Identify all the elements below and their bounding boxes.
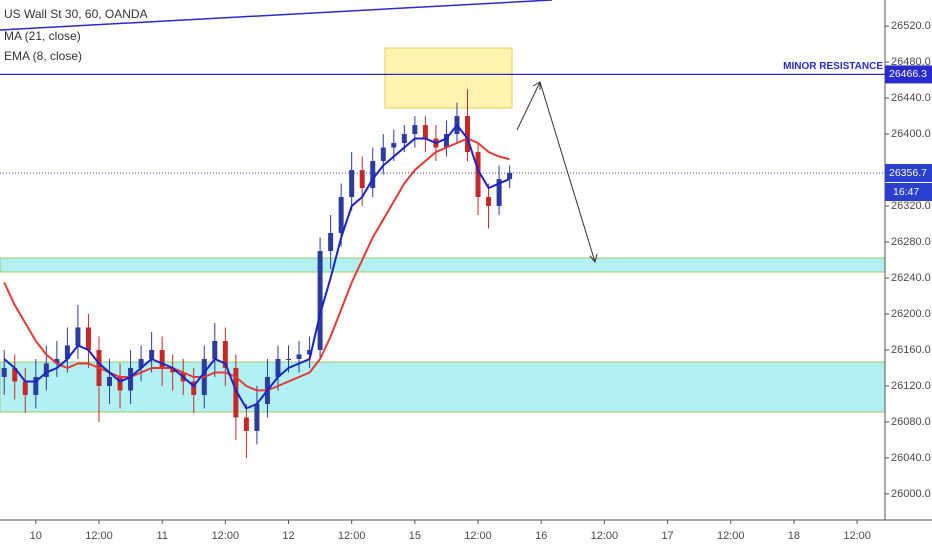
price-badge-label: 26466.3 [889,68,927,80]
candle-body [222,340,228,368]
y-tick-label: 26160.0 [891,344,931,356]
candle-body [191,381,197,395]
candle-body [12,367,18,382]
candle-body [338,197,344,234]
x-tick-label: 12:00 [717,530,745,542]
y-tick-label: 26440.0 [891,92,931,104]
candle-body [128,367,134,391]
x-tick-label: 12:00 [843,530,871,542]
candle-body [359,170,365,189]
x-tick-label: 12:00 [85,530,113,542]
candle-body [296,354,302,359]
indicator-line [3,137,510,392]
projection-arrow [516,81,541,131]
candle-body [412,125,418,135]
candle-body [401,134,407,144]
y-tick-label: 26000.0 [891,488,931,500]
candle-body [64,345,70,359]
candle-body [33,376,39,395]
candle-body [243,417,249,431]
y-tick-label: 26200.0 [891,308,931,320]
y-tick-label: 26040.0 [891,452,931,464]
y-tick-label: 26080.0 [891,416,931,428]
x-tick-label: 18 [788,530,800,542]
candle-body [380,147,386,162]
candle-body [85,327,91,350]
arrow-head [532,81,598,264]
legend-entry: MA (21, close) [4,29,81,43]
candle-body [107,376,113,386]
support-zone [0,257,886,273]
chart-title: US Wall St 30, 60, OANDA [4,7,148,21]
x-tick-label: 15 [409,530,421,542]
countdown-badge [885,183,932,202]
candle-body [328,233,334,252]
candle-body [138,358,144,368]
candle-body [1,367,7,377]
countdown-label: 16:47 [893,186,919,198]
legend-entry: EMA (8, close) [4,49,82,63]
candle-body [286,358,292,360]
price-badge [885,65,932,84]
candle-body [212,340,218,359]
price-badge [885,164,932,183]
candle-body [275,358,281,377]
y-tick-label: 26280.0 [891,236,931,248]
x-tick-label: 10 [30,530,42,542]
candle-body [54,358,60,364]
candle-body [159,349,165,368]
x-tick-label: 12:00 [464,530,492,542]
candle-body [233,367,239,418]
candle-body [307,349,313,355]
candle-body [117,376,123,391]
candle-body [475,152,481,198]
candle-body [254,403,260,431]
candle-body [486,197,492,207]
candle-body [465,116,471,153]
candle-body [349,170,355,198]
candle-body [75,327,81,346]
candle-body [443,134,449,148]
x-tick-label: 16 [535,530,547,542]
highlight-box [384,47,513,109]
trend-line [0,0,553,31]
y-tick-label: 26240.0 [891,272,931,284]
x-tick-label: 12 [282,530,294,542]
candle-body [496,179,502,207]
candle-body [317,251,323,350]
candle-body [422,125,428,139]
candle-body [43,363,49,377]
candle-body [507,173,513,180]
candle-body [391,143,397,148]
y-tick-label: 26520.0 [891,20,931,32]
candle-body [170,367,176,373]
x-tick-label: 12:00 [338,530,366,542]
y-tick-label: 26320.0 [891,200,931,212]
y-tick-label: 26480.0 [891,56,931,68]
candle-body [149,349,155,359]
resistance-label: MINOR RESISTANCE [783,61,883,72]
projection-arrow [539,81,596,263]
candle-body [22,381,28,395]
y-tick-label: 26120.0 [891,380,931,392]
plot-area [1,89,513,458]
x-tick-label: 11 [156,530,167,542]
x-tick-label: 12:00 [212,530,240,542]
y-tick-label: 26400.0 [891,128,931,140]
price-badge-label: 26356.7 [889,167,927,179]
x-tick-label: 12:00 [591,530,619,542]
candle-body [370,161,376,189]
indicator-line [3,123,510,410]
x-tick-label: 17 [661,530,673,542]
